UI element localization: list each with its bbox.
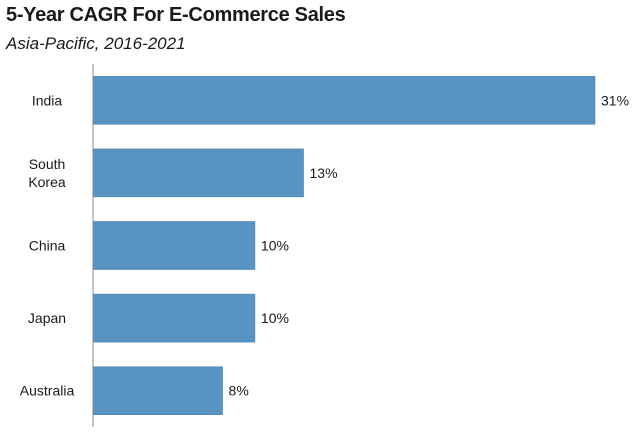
category-label-line: India	[32, 92, 63, 108]
bar	[92, 366, 223, 415]
value-label: 13%	[310, 165, 338, 181]
category-label-line: South	[29, 156, 66, 172]
category-label: China	[29, 238, 66, 254]
value-label: 10%	[261, 238, 289, 254]
category-label: India	[32, 92, 63, 108]
value-label: 8%	[229, 383, 249, 399]
category-label-line: China	[29, 238, 66, 254]
category-label-line: Japan	[28, 310, 66, 326]
category-label: Australia	[20, 383, 75, 399]
chart-title: 5-Year CAGR For E-Commerce Sales	[6, 4, 346, 26]
bar	[92, 76, 596, 125]
bar	[92, 221, 256, 270]
labels-layer: 31% India 13% South Korea 10% China 10% Japan 8% A…	[20, 92, 629, 398]
bar	[92, 293, 256, 343]
bars-layer	[92, 76, 596, 415]
category-label-line: Korea	[28, 174, 66, 190]
bar	[92, 148, 304, 198]
category-label: Japan	[28, 310, 66, 326]
category-label: South Korea	[28, 156, 66, 190]
value-label: 10%	[261, 310, 289, 326]
category-label-line: Australia	[20, 383, 75, 399]
value-label: 31%	[601, 92, 629, 108]
chart-subtitle: Asia-Pacific, 2016-2021	[6, 34, 186, 53]
